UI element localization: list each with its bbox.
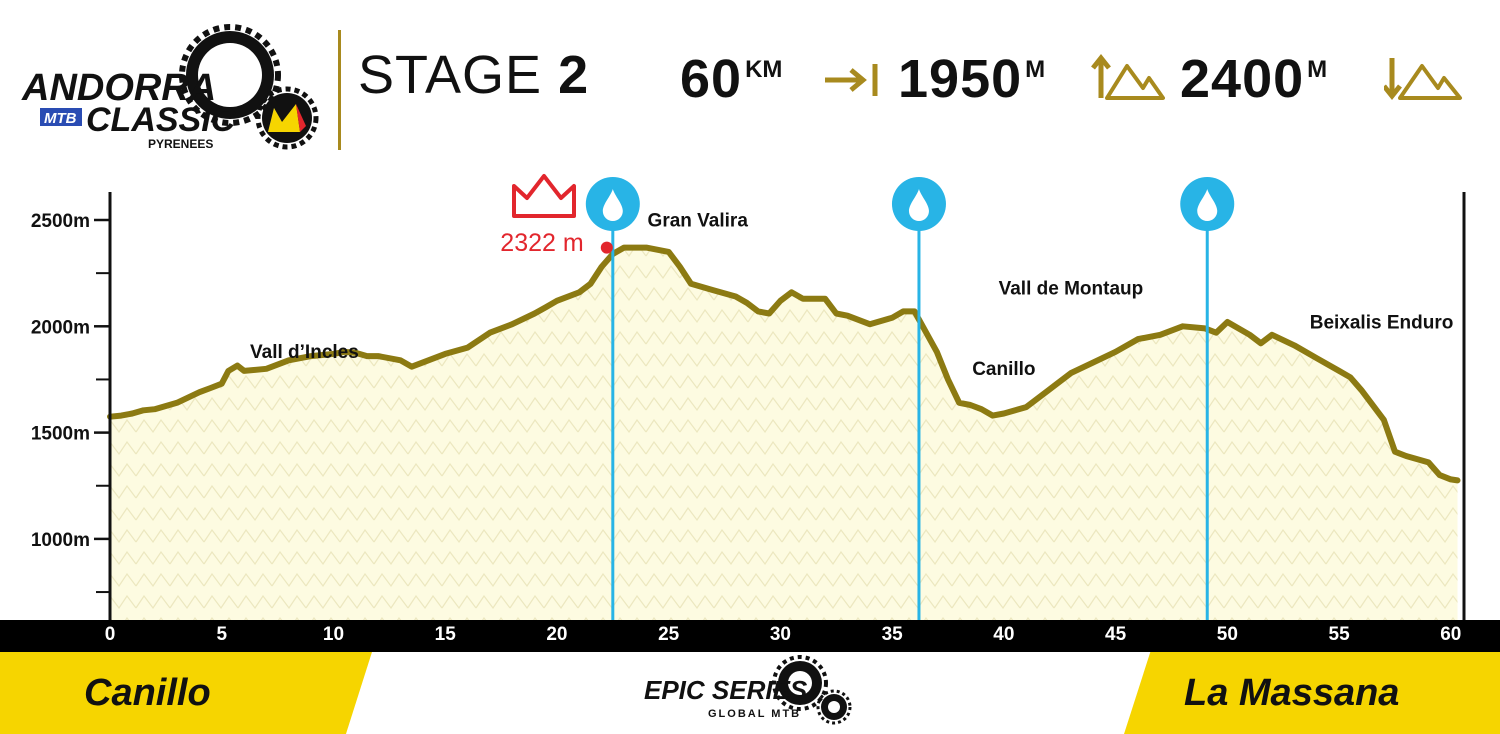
segment-label: Beixalis Enduro [1310, 312, 1454, 333]
profile-area [110, 247, 1458, 620]
elevation-profile-chart: 2500m 2000m 1500m 1000m Vall d’Incles Gran V… [31, 174, 1466, 620]
x-tick-label: 5 [216, 624, 228, 645]
logo-mtb: MTB [44, 110, 77, 127]
stage-number: 2 [558, 45, 590, 105]
descent-value: 2400 [1180, 49, 1305, 109]
x-tick-label: 45 [1105, 624, 1127, 645]
stage-label: STAGE [358, 45, 543, 105]
x-axis-bar: 0 5 10 15 20 25 30 35 40 45 50 55 60 [0, 620, 1500, 652]
profile-line [107, 244, 1461, 484]
summit-point [600, 241, 613, 254]
segment-label: Canillo [972, 359, 1035, 380]
start-location: Canillo [84, 672, 211, 714]
segment-label: Vall de Montaup [999, 278, 1144, 299]
y-tick-label: 1000m [31, 530, 90, 551]
y-tick-label: 2000m [31, 317, 90, 338]
stage-title: STAGE 2 [358, 44, 589, 106]
x-tick-label: 10 [322, 624, 345, 645]
climb-stat: 1950 M [898, 48, 1165, 110]
y-tick-label: 2500m [31, 211, 90, 232]
start-banner [0, 652, 372, 734]
finish-location: La Massana [1184, 672, 1400, 714]
x-tick-label: 15 [434, 624, 456, 645]
x-tick-label: 50 [1216, 624, 1238, 645]
water-drop-glyph [602, 189, 623, 221]
water-stations [585, 177, 1235, 620]
x-tick-label: 25 [658, 624, 680, 645]
descent-stat: 2400 M [1180, 48, 1462, 110]
descent-unit: M [1307, 56, 1328, 83]
climb-mountain-icon [1091, 54, 1165, 100]
y-axis: 2500m 2000m 1500m 1000m [31, 192, 1466, 620]
epic-series-subtitle: GLOBAL MTB [708, 708, 801, 720]
logo-line2: CLASSIC [86, 101, 236, 139]
finish-banner [1124, 652, 1500, 734]
andorra-mtb-classic-logo: ANDORRA MTB CLASSIC PYRENEES [21, 24, 319, 151]
profile-layer [107, 244, 1461, 620]
distance-stat: 60 KM [680, 48, 878, 110]
descent-mountain-icon [1384, 58, 1462, 101]
segment-label: Vall d’Incles [250, 342, 359, 363]
segment-labels: Vall d’Incles Gran Valira Canillo Vall de M… [250, 210, 1453, 380]
x-tick-label: 35 [881, 624, 903, 645]
water-drop-glyph [908, 189, 929, 221]
segment-label: Gran Valira [648, 210, 749, 231]
x-tick-label: 0 [104, 624, 116, 645]
x-tick-label: 55 [1328, 624, 1350, 645]
x-tick-label: 60 [1440, 624, 1462, 645]
x-tick-label: 30 [769, 624, 791, 645]
distance-unit: KM [745, 56, 783, 83]
logo-region: PYRENEES [148, 137, 213, 151]
crown-icon [512, 174, 576, 218]
logo-line1: ANDORRA [21, 67, 216, 109]
gear-icon-small [255, 86, 319, 150]
gear-icon [179, 24, 281, 126]
distance-value: 60 [680, 49, 743, 109]
epic-series-title: EPIC SERIES [644, 675, 808, 705]
climb-unit: M [1025, 56, 1046, 83]
x-tick-label: 40 [993, 624, 1015, 645]
water-drop-glyph [1197, 189, 1218, 221]
summit-elevation-label: 2322 m [500, 229, 583, 257]
y-tick-label: 1500m [31, 424, 90, 445]
header-divider [338, 30, 341, 150]
climb-value: 1950 [898, 49, 1023, 109]
distance-arrow-icon [825, 64, 878, 96]
summit-marker: 2322 m [500, 174, 613, 257]
epic-series-logo: EPIC SERIES GLOBAL MTB [644, 655, 852, 725]
x-tick-label: 20 [546, 624, 568, 645]
